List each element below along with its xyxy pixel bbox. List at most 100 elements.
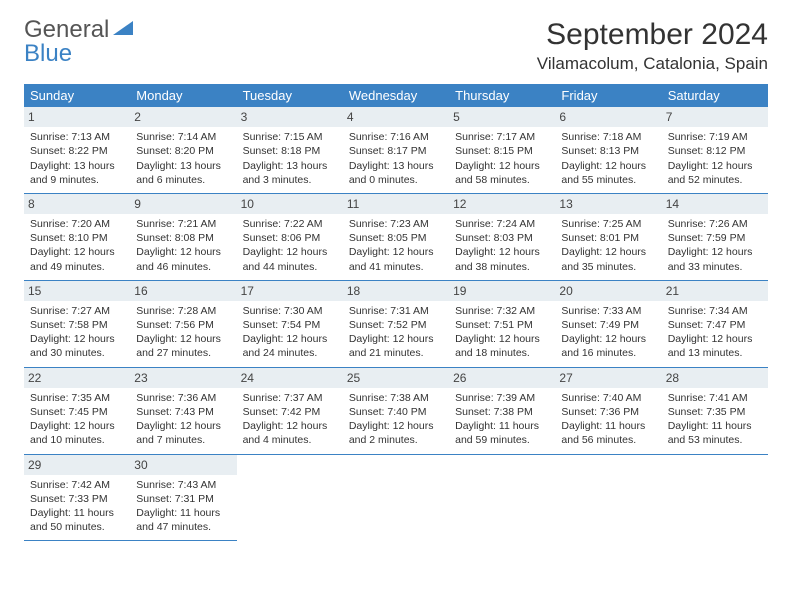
calendar-day-cell: 14Sunrise: 7:26 AMSunset: 7:59 PMDayligh… (662, 193, 768, 280)
daylight-line: Daylight: 11 hours and 50 minutes. (30, 506, 124, 534)
sunrise-line: Sunrise: 7:19 AM (668, 130, 762, 144)
calendar-day-cell: 6Sunrise: 7:18 AMSunset: 8:13 PMDaylight… (555, 107, 661, 193)
day-number: 12 (449, 194, 555, 214)
calendar-day-cell: 24Sunrise: 7:37 AMSunset: 7:42 PMDayligh… (237, 367, 343, 454)
logo-text-gray: General (24, 16, 109, 43)
day-number: 20 (555, 281, 661, 301)
daylight-line: Daylight: 12 hours and 41 minutes. (349, 245, 443, 273)
calendar-week-row: 29Sunrise: 7:42 AMSunset: 7:33 PMDayligh… (24, 454, 768, 541)
daylight-line: Daylight: 12 hours and 4 minutes. (243, 419, 337, 447)
day-number: 30 (130, 455, 236, 475)
sunrise-line: Sunrise: 7:36 AM (136, 391, 230, 405)
calendar-day-cell: 17Sunrise: 7:30 AMSunset: 7:54 PMDayligh… (237, 280, 343, 367)
daylight-line: Daylight: 12 hours and 24 minutes. (243, 332, 337, 360)
sunrise-line: Sunrise: 7:26 AM (668, 217, 762, 231)
sunset-line: Sunset: 8:15 PM (455, 144, 549, 158)
sunset-line: Sunset: 8:17 PM (349, 144, 443, 158)
month-title: September 2024 (537, 18, 768, 52)
calendar-day-cell: 7 Sunrise: 7:19 AMSunset: 8:12 PMDaylight… (662, 107, 768, 193)
calendar-empty-cell (449, 454, 555, 541)
day-number: 3 (237, 107, 343, 127)
logo-text-blue: Blue (24, 40, 72, 67)
calendar-day-cell: 25Sunrise: 7:38 AMSunset: 7:40 PMDayligh… (343, 367, 449, 454)
sunset-line: Sunset: 7:54 PM (243, 318, 337, 332)
sunset-line: Sunset: 8:03 PM (455, 231, 549, 245)
calendar-empty-cell (343, 454, 449, 541)
sunrise-line: Sunrise: 7:39 AM (455, 391, 549, 405)
calendar-day-cell: 18Sunrise: 7:31 AMSunset: 7:52 PMDayligh… (343, 280, 449, 367)
title-block: September 2024 Vilamacolum, Catalonia, S… (537, 18, 768, 74)
sunrise-line: Sunrise: 7:32 AM (455, 304, 549, 318)
day-number: 18 (343, 281, 449, 301)
sunset-line: Sunset: 7:59 PM (668, 231, 762, 245)
sunrise-line: Sunrise: 7:17 AM (455, 130, 549, 144)
daylight-line: Daylight: 11 hours and 53 minutes. (668, 419, 762, 447)
day-number: 17 (237, 281, 343, 301)
daylight-line: Daylight: 12 hours and 38 minutes. (455, 245, 549, 273)
calendar-day-cell: 4Sunrise: 7:16 AMSunset: 8:17 PMDaylight… (343, 107, 449, 193)
day-number: 5 (449, 107, 555, 127)
daylight-line: Daylight: 12 hours and 30 minutes. (30, 332, 124, 360)
daylight-line: Daylight: 11 hours and 56 minutes. (561, 419, 655, 447)
daylight-line: Daylight: 13 hours and 9 minutes. (30, 159, 124, 187)
day-number: 13 (555, 194, 661, 214)
location: Vilamacolum, Catalonia, Spain (537, 54, 768, 74)
day-number: 26 (449, 368, 555, 388)
sunset-line: Sunset: 7:58 PM (30, 318, 124, 332)
column-header: Saturday (662, 84, 768, 107)
daylight-line: Daylight: 12 hours and 27 minutes. (136, 332, 230, 360)
daylight-line: Daylight: 13 hours and 6 minutes. (136, 159, 230, 187)
calendar-header-row: SundayMondayTuesdayWednesdayThursdayFrid… (24, 84, 768, 107)
calendar-day-cell: 30 Sunrise: 7:43 AMSunset: 7:31 PMDayligh… (130, 454, 236, 541)
daylight-line: Daylight: 11 hours and 47 minutes. (136, 506, 230, 534)
column-header: Wednesday (343, 84, 449, 107)
sunset-line: Sunset: 7:49 PM (561, 318, 655, 332)
sunrise-line: Sunrise: 7:35 AM (30, 391, 124, 405)
sunset-line: Sunset: 7:35 PM (668, 405, 762, 419)
calendar-day-cell: 27Sunrise: 7:40 AMSunset: 7:36 PMDayligh… (555, 367, 661, 454)
calendar-day-cell: 22Sunrise: 7:35 AMSunset: 7:45 PMDayligh… (24, 367, 130, 454)
calendar-day-cell: 26Sunrise: 7:39 AMSunset: 7:38 PMDayligh… (449, 367, 555, 454)
sunset-line: Sunset: 8:13 PM (561, 144, 655, 158)
daylight-line: Daylight: 12 hours and 49 minutes. (30, 245, 124, 273)
sunset-line: Sunset: 7:40 PM (349, 405, 443, 419)
sunset-line: Sunset: 7:33 PM (30, 492, 124, 506)
sunrise-line: Sunrise: 7:24 AM (455, 217, 549, 231)
sunrise-line: Sunrise: 7:38 AM (349, 391, 443, 405)
calendar-table: SundayMondayTuesdayWednesdayThursdayFrid… (24, 84, 768, 541)
calendar-day-cell: 20Sunrise: 7:33 AMSunset: 7:49 PMDayligh… (555, 280, 661, 367)
column-header: Monday (130, 84, 236, 107)
day-number: 25 (343, 368, 449, 388)
sunrise-line: Sunrise: 7:40 AM (561, 391, 655, 405)
day-number: 7 (662, 107, 768, 127)
sunset-line: Sunset: 7:31 PM (136, 492, 230, 506)
day-number: 16 (130, 281, 236, 301)
daylight-line: Daylight: 12 hours and 16 minutes. (561, 332, 655, 360)
daylight-line: Daylight: 12 hours and 13 minutes. (668, 332, 762, 360)
logo: General Blue (24, 18, 135, 66)
calendar-day-cell: 29Sunrise: 7:42 AMSunset: 7:33 PMDayligh… (24, 454, 130, 541)
calendar-day-cell: 11Sunrise: 7:23 AMSunset: 8:05 PMDayligh… (343, 193, 449, 280)
day-number: 21 (662, 281, 768, 301)
sunrise-line: Sunrise: 7:27 AM (30, 304, 124, 318)
sunset-line: Sunset: 7:43 PM (136, 405, 230, 419)
sunrise-line: Sunrise: 7:14 AM (136, 130, 230, 144)
sunrise-line: Sunrise: 7:43 AM (136, 478, 230, 492)
sunrise-line: Sunrise: 7:34 AM (668, 304, 762, 318)
calendar-day-cell: 5Sunrise: 7:17 AMSunset: 8:15 PMDaylight… (449, 107, 555, 193)
sunrise-line: Sunrise: 7:28 AM (136, 304, 230, 318)
logo-sail-icon (113, 18, 135, 42)
sunrise-line: Sunrise: 7:20 AM (30, 217, 124, 231)
calendar-day-cell: 21Sunrise: 7:34 AMSunset: 7:47 PMDayligh… (662, 280, 768, 367)
day-number: 8 (24, 194, 130, 214)
sunrise-line: Sunrise: 7:18 AM (561, 130, 655, 144)
daylight-line: Daylight: 12 hours and 52 minutes. (668, 159, 762, 187)
day-number: 4 (343, 107, 449, 127)
calendar-day-cell: 2Sunrise: 7:14 AMSunset: 8:20 PMDaylight… (130, 107, 236, 193)
sunrise-line: Sunrise: 7:23 AM (349, 217, 443, 231)
sunset-line: Sunset: 8:12 PM (668, 144, 762, 158)
day-number: 1 (24, 107, 130, 127)
daylight-line: Daylight: 11 hours and 59 minutes. (455, 419, 549, 447)
sunset-line: Sunset: 7:56 PM (136, 318, 230, 332)
sunset-line: Sunset: 8:08 PM (136, 231, 230, 245)
